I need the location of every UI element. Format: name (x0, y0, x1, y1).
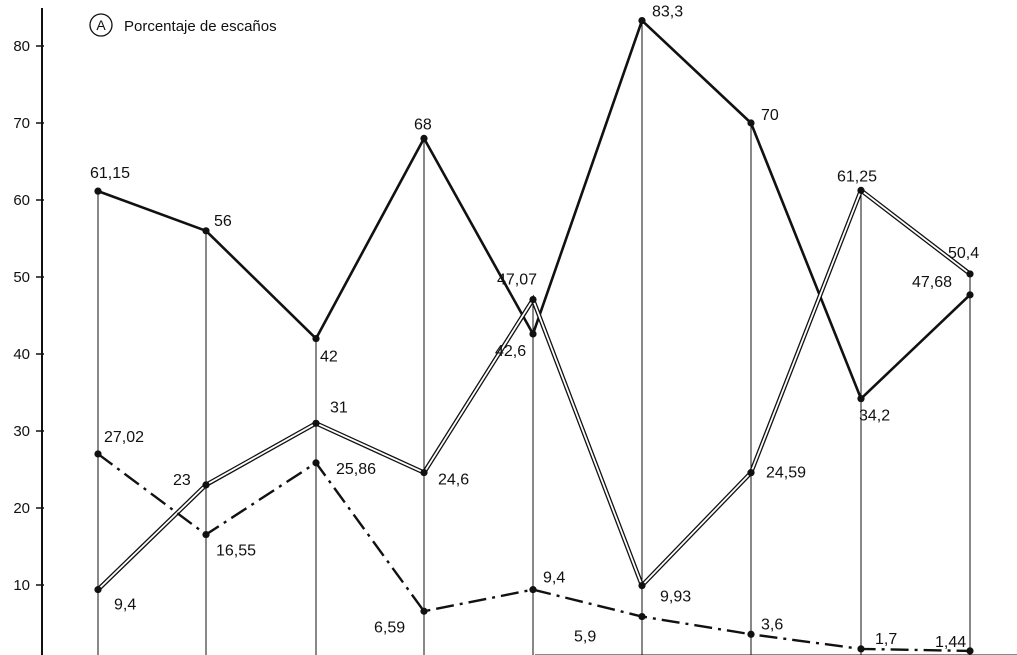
series-line-double-outer (96, 186, 972, 592)
data-point (529, 295, 537, 304)
data-label: 9,4 (543, 570, 565, 587)
data-label: 42,6 (495, 343, 526, 360)
panel-marker-circle (89, 13, 113, 37)
data-point (420, 607, 428, 615)
data-label: 1,44 (935, 634, 966, 651)
data-point (747, 469, 755, 477)
data-point (638, 581, 646, 590)
data-label: 16,55 (216, 543, 256, 560)
series-line-solid (97, 19, 971, 400)
y-tick-label: 60 (13, 192, 30, 209)
data-point (747, 630, 755, 638)
data-label: 61,15 (90, 165, 130, 182)
data-label: 9,93 (660, 589, 691, 606)
data-points (94, 16, 974, 655)
y-tick-label: 20 (13, 500, 30, 517)
chart-title: Porcentaje de escaños (124, 18, 277, 35)
data-point (312, 419, 320, 427)
data-point (747, 119, 755, 127)
data-point (202, 227, 210, 235)
data-label: 5,9 (574, 629, 596, 646)
data-point (529, 586, 537, 594)
data-label: 24,6 (438, 472, 469, 489)
data-point (420, 134, 428, 142)
data-point (420, 468, 428, 477)
data-label: 61,25 (837, 168, 877, 185)
data-point (638, 16, 646, 25)
data-point (202, 481, 210, 489)
data-point (312, 459, 320, 467)
data-point (857, 395, 865, 403)
data-point (966, 270, 974, 278)
data-point (94, 586, 102, 594)
data-point (94, 187, 102, 195)
data-label: 25,86 (336, 461, 376, 478)
data-point (857, 186, 865, 194)
data-labels: 61,15 56 42 68 42,6 83,3 70 34,2 47,68 9,4 23 31 24,… (90, 4, 979, 651)
data-label: 42 (320, 349, 338, 366)
data-point (202, 530, 210, 539)
y-tick-label: 80 (13, 38, 30, 55)
data-label: 31 (330, 399, 348, 416)
data-label: 6,59 (374, 619, 405, 636)
data-label: 9,4 (114, 597, 136, 614)
data-label: 83,3 (652, 4, 683, 21)
data-point (312, 335, 320, 343)
data-label: 68 (414, 116, 432, 133)
data-point (857, 645, 865, 653)
data-label: 47,68 (912, 274, 952, 291)
data-point (94, 450, 102, 458)
y-axis-ticks: 10 20 30 40 50 60 70 80 (13, 38, 44, 594)
y-tick-label: 30 (13, 423, 30, 440)
data-label: 27,02 (104, 429, 144, 446)
data-label: 47,07 (497, 272, 537, 289)
data-label: 24,59 (766, 465, 806, 482)
data-label: 56 (214, 213, 232, 230)
data-label: 1,7 (875, 631, 897, 648)
y-tick-label: 50 (13, 269, 30, 286)
data-point (966, 291, 974, 299)
panel-marker: A (96, 17, 106, 33)
data-label: 23 (173, 472, 191, 489)
data-point (966, 647, 974, 655)
data-label: 34,2 (859, 408, 890, 425)
data-label: 3,6 (761, 616, 783, 633)
y-tick-label: 70 (13, 115, 30, 132)
y-tick-label: 10 (13, 577, 30, 594)
data-point (638, 612, 646, 621)
chart-title-group: A Porcentaje de escaños (89, 13, 277, 37)
y-tick-label: 40 (13, 346, 30, 363)
series-line-dashdot (97, 452, 971, 653)
vertical-drop-lines (97, 20, 971, 655)
data-label: 50,4 (948, 245, 979, 262)
data-label: 70 (761, 107, 779, 124)
data-point (529, 330, 537, 338)
